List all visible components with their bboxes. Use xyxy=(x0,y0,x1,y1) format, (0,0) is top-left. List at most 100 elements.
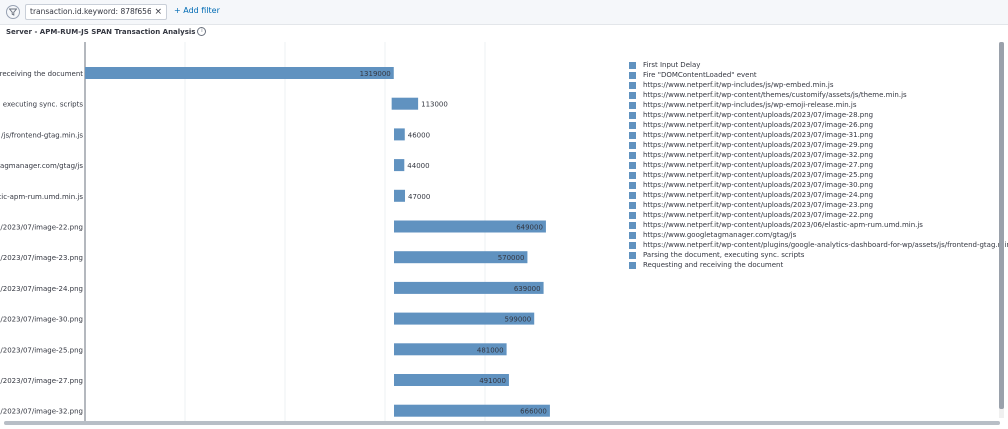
legend-label: https://www.netperf.it/wp-includes/js/wp… xyxy=(643,101,857,109)
legend-label: https://www.netperf.it/wp-content/themes… xyxy=(643,91,907,99)
legend-item[interactable]: Fire "DOMContentLoaded" event xyxy=(629,70,1008,80)
close-icon[interactable]: × xyxy=(154,7,162,17)
legend-item[interactable]: https://www.netperf.it/wp-content/upload… xyxy=(629,120,1008,130)
category-label: /2023/07/image-27.png xyxy=(0,377,83,385)
legend-label: https://www.netperf.it/wp-content/upload… xyxy=(643,211,874,219)
legend-item[interactable]: https://www.netperf.it/wp-content/upload… xyxy=(629,190,1008,200)
legend-label: https://www.netperf.it/wp-content/upload… xyxy=(643,161,874,169)
legend-item[interactable]: https://www.netperf.it/wp-includes/js/wp… xyxy=(629,100,1008,110)
bar[interactable] xyxy=(394,281,544,294)
legend-item[interactable]: https://www.netperf.it/wp-content/upload… xyxy=(629,220,1008,230)
add-filter-button[interactable]: + Add filter xyxy=(174,6,220,15)
legend-item[interactable]: https://www.netperf.it/wp-content/upload… xyxy=(629,180,1008,190)
bar[interactable] xyxy=(394,128,405,141)
category-label: receiving the document xyxy=(0,70,83,78)
bar-value-label: 481000 xyxy=(477,346,504,354)
bar-value-label: 639000 xyxy=(514,285,541,293)
legend-item[interactable]: https://www.netperf.it/wp-content/upload… xyxy=(629,210,1008,220)
legend-item[interactable]: https://www.netperf.it/wp-content/upload… xyxy=(629,160,1008,170)
legend-swatch xyxy=(629,201,636,209)
legend-swatch xyxy=(629,221,636,229)
bar[interactable] xyxy=(391,97,419,110)
legend-label: https://www.netperf.it/wp-content/upload… xyxy=(643,111,874,119)
horizontal-scrollbar[interactable] xyxy=(4,421,1000,425)
legend-item[interactable]: https://www.netperf.it/wp-content/upload… xyxy=(629,170,1008,180)
bar[interactable] xyxy=(394,404,550,417)
legend-item[interactable]: Parsing the document, executing sync. sc… xyxy=(629,250,1008,260)
category-label: /2023/07/image-23.png xyxy=(0,254,83,262)
legend-label: https://www.netperf.it/wp-content/upload… xyxy=(643,151,874,159)
legend-swatch xyxy=(629,71,636,79)
bar-value-label: 570000 xyxy=(498,254,525,262)
vertical-scrollbar[interactable] xyxy=(999,42,1004,418)
legend-item[interactable]: https://www.googletagmanager.com/gtag/js xyxy=(629,230,1008,240)
category-label: /2023/07/image-32.png xyxy=(0,408,83,416)
bar-value-label: 1319000 xyxy=(360,70,391,78)
bar-value-label: 491000 xyxy=(479,377,506,385)
legend-label: https://www.netperf.it/wp-content/upload… xyxy=(643,171,874,179)
category-label: tagmanager.com/gtag/js xyxy=(0,162,83,170)
legend-item[interactable]: https://www.netperf.it/wp-content/upload… xyxy=(629,200,1008,210)
panel-title-row: Server - APM-RUM-JS SPAN Transaction Ana… xyxy=(6,27,207,36)
category-label: /js/frontend-gtag.min.js xyxy=(1,131,83,139)
legend-label: https://www.netperf.it/wp-content/upload… xyxy=(643,131,874,139)
legend-swatch xyxy=(629,111,636,119)
chart-legend: First Input Delay Fire "DOMContentLoaded"… xyxy=(629,60,1008,270)
info-icon[interactable]: i xyxy=(197,27,207,36)
legend-label: https://www.googletagmanager.com/gtag/js xyxy=(643,231,797,239)
vertical-scrollbar-thumb[interactable] xyxy=(999,42,1004,409)
legend-item[interactable]: https://www.netperf.it/wp-content/upload… xyxy=(629,140,1008,150)
bar-value-label: 666000 xyxy=(520,408,547,416)
category-label: stic-apm-rum.umd.min.js xyxy=(0,193,83,201)
horizontal-scrollbar-thumb[interactable] xyxy=(4,421,1000,425)
bar-chart: receiving the document 1319000 , executing… xyxy=(0,42,550,422)
legend-label: https://www.netperf.it/wp-content/upload… xyxy=(643,191,874,199)
legend-item[interactable]: https://www.netperf.it/wp-content/upload… xyxy=(629,150,1008,160)
legend-swatch xyxy=(629,121,636,129)
legend-swatch xyxy=(629,101,636,109)
legend-item[interactable]: https://www.netperf.it/wp-content/themes… xyxy=(629,90,1008,100)
legend-label: https://www.netperf.it/wp-content/upload… xyxy=(643,141,874,149)
legend-swatch xyxy=(629,211,636,219)
bar-value-label: 649000 xyxy=(516,224,543,232)
legend-item[interactable]: https://www.netperf.it/wp-content/plugin… xyxy=(629,240,1008,250)
legend-label: https://www.netperf.it/wp-content/upload… xyxy=(643,201,874,209)
legend-swatch xyxy=(629,181,636,189)
category-label: /2023/07/image-25.png xyxy=(0,346,83,354)
bar[interactable] xyxy=(394,374,509,386)
filter-menu-icon[interactable] xyxy=(6,5,20,19)
legend-item[interactable]: https://www.netperf.it/wp-includes/js/wp… xyxy=(629,80,1008,90)
bar[interactable] xyxy=(394,251,528,264)
legend-swatch xyxy=(629,241,636,249)
legend-label: https://www.netperf.it/wp-content/upload… xyxy=(643,221,923,229)
category-label: /2023/07/image-30.png xyxy=(0,316,83,324)
filter-pill[interactable]: transaction.id.keyword: 878f656a7338fb9a… xyxy=(25,4,167,20)
bar[interactable] xyxy=(394,343,507,356)
bar[interactable] xyxy=(85,67,394,79)
legend-swatch xyxy=(629,261,636,269)
bar[interactable] xyxy=(394,220,546,233)
legend-label: Fire "DOMContentLoaded" event xyxy=(643,71,757,79)
legend-item[interactable]: https://www.netperf.it/wp-content/upload… xyxy=(629,110,1008,120)
legend-label: First Input Delay xyxy=(643,61,701,69)
panel-title: Server - APM-RUM-JS SPAN Transaction Ana… xyxy=(6,27,196,36)
legend-swatch xyxy=(629,231,636,239)
legend-item[interactable]: https://www.netperf.it/wp-content/upload… xyxy=(629,130,1008,140)
bar[interactable] xyxy=(394,159,405,172)
bar[interactable] xyxy=(394,312,535,325)
category-label: , executing sync. scripts xyxy=(0,101,83,109)
legend-swatch xyxy=(629,81,636,89)
category-label: /2023/07/image-22.png xyxy=(0,224,83,232)
legend-swatch xyxy=(629,131,636,139)
bar-value-label: 44000 xyxy=(407,162,429,170)
legend-item[interactable]: First Input Delay xyxy=(629,60,1008,70)
legend-swatch xyxy=(629,91,636,99)
legend-label: https://www.netperf.it/wp-content/upload… xyxy=(643,181,874,189)
legend-label: https://www.netperf.it/wp-content/upload… xyxy=(643,121,874,129)
legend-item[interactable]: Requesting and receiving the document xyxy=(629,260,1008,270)
bar[interactable] xyxy=(394,189,406,202)
legend-swatch xyxy=(629,61,636,69)
legend-swatch xyxy=(629,191,636,199)
bar-value-label: 113000 xyxy=(421,101,448,109)
legend-label: Parsing the document, executing sync. sc… xyxy=(643,251,805,259)
